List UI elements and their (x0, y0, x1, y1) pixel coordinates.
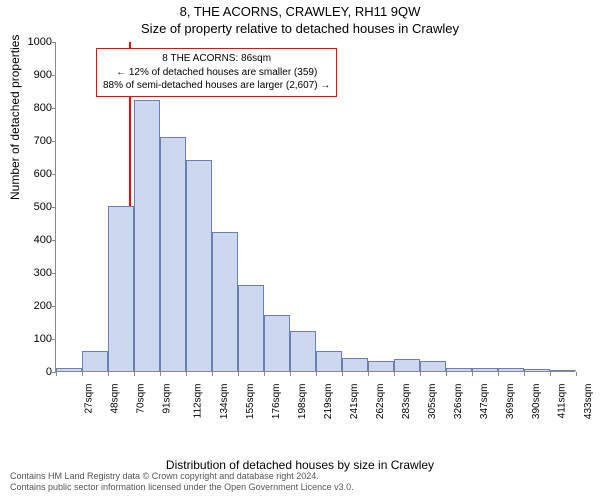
x-tick-label: 27sqm (84, 384, 95, 414)
y-tick-label: 300 (14, 267, 52, 279)
y-tick-mark (52, 108, 56, 109)
histogram-bar (134, 100, 160, 371)
x-tick-label: 411sqm (556, 384, 567, 419)
histogram-bar (290, 331, 316, 371)
y-tick-label: 700 (14, 135, 52, 147)
annotation-box: 8 THE ACORNS: 86sqm← 12% of detached hou… (96, 48, 337, 97)
x-tick-label: 390sqm (531, 384, 542, 420)
histogram-bar (446, 368, 472, 371)
x-tick-mark (160, 372, 161, 376)
x-tick-label: 326sqm (453, 384, 464, 420)
x-tick-label: 305sqm (427, 384, 438, 420)
x-tick-label: 241sqm (349, 384, 360, 420)
x-tick-mark (394, 372, 395, 376)
histogram-bar (368, 361, 394, 371)
x-tick-label: 433sqm (583, 384, 594, 420)
y-tick-mark (52, 141, 56, 142)
x-tick-mark (82, 372, 83, 376)
histogram-bar (212, 232, 238, 371)
histogram-bar (498, 368, 524, 371)
x-tick-mark (446, 372, 447, 376)
histogram-bar (550, 370, 576, 371)
y-tick-label: 500 (14, 201, 52, 213)
x-tick-label: 70sqm (136, 384, 147, 414)
footer-attribution: Contains HM Land Registry data © Crown c… (10, 471, 590, 494)
x-tick-label: 176sqm (271, 384, 282, 420)
x-tick-label: 219sqm (323, 384, 334, 420)
y-tick-label: 800 (14, 102, 52, 114)
x-tick-label: 347sqm (479, 384, 490, 420)
plot-area: 8 THE ACORNS: 86sqm← 12% of detached hou… (55, 42, 575, 372)
histogram-bar (264, 315, 290, 371)
y-tick-mark (52, 174, 56, 175)
histogram-bar (316, 351, 342, 371)
x-tick-mark (56, 372, 57, 376)
y-tick-mark (52, 339, 56, 340)
histogram-bar (524, 369, 550, 371)
x-tick-label: 48sqm (110, 384, 121, 414)
x-tick-mark (186, 372, 187, 376)
x-tick-label: 134sqm (219, 384, 230, 420)
y-tick-mark (52, 75, 56, 76)
x-tick-label: 262sqm (375, 384, 386, 420)
x-tick-mark (368, 372, 369, 376)
y-tick-mark (52, 306, 56, 307)
x-tick-mark (472, 372, 473, 376)
y-tick-label: 600 (14, 168, 52, 180)
histogram-bar (160, 137, 186, 371)
y-tick-label: 400 (14, 234, 52, 246)
x-tick-mark (316, 372, 317, 376)
x-tick-mark (290, 372, 291, 376)
y-tick-mark (52, 240, 56, 241)
histogram-bar (108, 206, 134, 371)
y-tick-label: 0 (14, 366, 52, 378)
page-subtitle: Size of property relative to detached ho… (0, 19, 600, 38)
x-tick-label: 91sqm (162, 384, 173, 414)
x-tick-label: 369sqm (505, 384, 516, 420)
page-address: 8, THE ACORNS, CRAWLEY, RH11 9QW (0, 0, 600, 19)
footer-line-1: Contains HM Land Registry data © Crown c… (10, 471, 590, 483)
histogram-bar (342, 358, 368, 371)
histogram-bar (472, 368, 498, 371)
x-tick-mark (264, 372, 265, 376)
x-tick-mark (238, 372, 239, 376)
histogram-bar (56, 368, 82, 371)
x-tick-mark (420, 372, 421, 376)
y-tick-label: 900 (14, 69, 52, 81)
x-tick-mark (576, 372, 577, 376)
footer-line-2: Contains public sector information licen… (10, 482, 590, 494)
y-tick-mark (52, 42, 56, 43)
x-tick-mark (134, 372, 135, 376)
histogram-chart: 8 THE ACORNS: 86sqm← 12% of detached hou… (55, 42, 575, 402)
histogram-bar (238, 285, 264, 371)
histogram-bar (186, 160, 212, 371)
histogram-bar (394, 359, 420, 371)
histogram-bar (82, 351, 108, 371)
x-tick-mark (498, 372, 499, 376)
annotation-line: 8 THE ACORNS: 86sqm (103, 52, 330, 66)
x-tick-label: 283sqm (401, 384, 412, 420)
x-tick-mark (550, 372, 551, 376)
x-tick-label: 198sqm (297, 384, 308, 420)
x-tick-mark (524, 372, 525, 376)
y-tick-label: 1000 (14, 36, 52, 48)
y-tick-label: 200 (14, 300, 52, 312)
x-tick-mark (342, 372, 343, 376)
x-tick-label: 112sqm (192, 384, 203, 419)
x-tick-mark (108, 372, 109, 376)
x-tick-mark (212, 372, 213, 376)
y-tick-label: 100 (14, 333, 52, 345)
annotation-line: ← 12% of detached houses are smaller (35… (103, 66, 330, 80)
x-tick-label: 155sqm (245, 384, 256, 420)
histogram-bar (420, 361, 446, 371)
y-tick-mark (52, 273, 56, 274)
annotation-line: 88% of semi-detached houses are larger (… (103, 79, 330, 93)
y-tick-mark (52, 207, 56, 208)
